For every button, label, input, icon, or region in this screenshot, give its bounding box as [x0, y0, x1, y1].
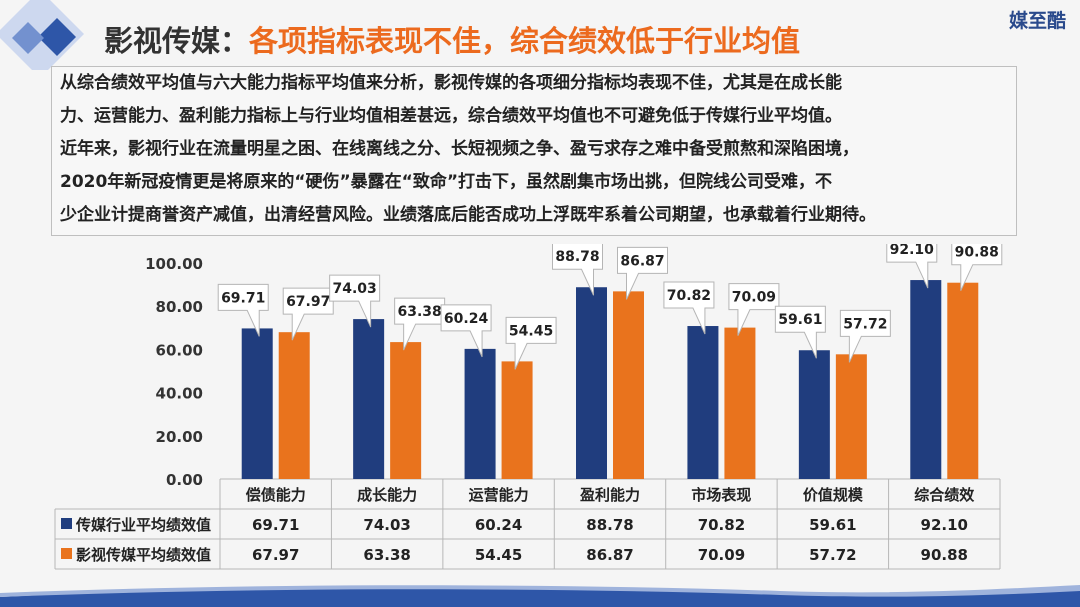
- title-highlight: 各项指标表现不佳，综合绩效低于行业均值: [249, 24, 801, 58]
- data-label: 86.87: [620, 253, 664, 269]
- data-label-callout: [728, 283, 780, 336]
- data-label: 88.78: [555, 249, 599, 265]
- legend-key: [61, 518, 72, 529]
- bar: [576, 287, 607, 479]
- bar: [241, 328, 273, 479]
- description-line: 2020年新冠疫情更是将原来的“硬伤”暴露在“致命”打击下，虽然剧集市场出挑，但…: [60, 172, 833, 192]
- legend-label: 传媒行业平均绩效值: [75, 516, 211, 534]
- data-label: 69.71: [221, 290, 265, 306]
- description-line: 从综合绩效平均值与六大能力指标平均值来分析，影视传媒的各项细分指标均表现不佳，尤…: [60, 73, 842, 93]
- bar: [910, 280, 942, 479]
- table-cell-value: 60.24: [475, 516, 522, 534]
- description-line: 力、运营能力、盈利能力指标上与行业均值相差甚远，综合绩效平均值也不可避免低于传媒…: [60, 106, 842, 126]
- y-tick-label: 100.00: [145, 255, 203, 273]
- description-box: 从综合绩效平均值与六大能力指标平均值来分析，影视传媒的各项细分指标均表现不佳，尤…: [51, 66, 1017, 236]
- data-label-callout: [951, 244, 1003, 291]
- data-label-callout: [329, 274, 381, 328]
- bar-chart: 0.00 20.00 40.00 60.00 80.00 100.00 传媒行业平均绩效值影…: [54, 244, 1003, 570]
- description-line: 少企业计提商誉资产减值，出清经营风险。业绩落底后能否成功上浮既牢系着公司期望，也…: [60, 205, 876, 225]
- data-label-callout: [774, 305, 826, 359]
- bar: [464, 348, 496, 479]
- table-cell-value: 70.09: [698, 546, 745, 564]
- data-label: 92.10: [890, 244, 935, 258]
- table-cell-value: 90.88: [921, 546, 968, 564]
- bar: [835, 354, 867, 479]
- table-cell-value: 59.61: [809, 516, 856, 534]
- table-cell-value: 69.71: [252, 516, 299, 534]
- data-label-callout: [505, 316, 557, 370]
- data-label: 74.03: [332, 281, 376, 297]
- page-title: 影视传媒：各项指标表现不佳，综合绩效低于行业均值: [104, 18, 800, 60]
- y-tick-label: 20.00: [156, 428, 203, 446]
- category-label: 市场表现: [691, 486, 751, 504]
- table-cell-value: 92.10: [921, 516, 968, 534]
- data-label: 57.72: [843, 316, 887, 332]
- data-label: 70.82: [667, 288, 711, 304]
- bottom-wave-decoration: [0, 585, 1080, 607]
- y-tick-label: 40.00: [156, 385, 203, 403]
- category-label: 盈利能力: [579, 486, 640, 504]
- table-cell-value: 74.03: [363, 516, 410, 534]
- table-cell-value: 54.45: [475, 546, 522, 564]
- table-cell-value: 86.87: [586, 546, 633, 564]
- category-label: 成长能力: [357, 486, 417, 504]
- data-label-callout: [886, 244, 938, 289]
- legend-label: 影视传媒平均绩效值: [76, 546, 211, 564]
- data-label: 60.24: [444, 311, 489, 327]
- y-tick-label: 0.00: [166, 471, 203, 489]
- brand-logo: 媒至酷: [1008, 10, 1066, 32]
- description-line: 近年来，影视行业在流量明星之困、在线离线之分、长短视频之争、盈亏求存之难中备受煎…: [60, 139, 859, 159]
- data-label: 70.09: [732, 290, 776, 306]
- data-label: 59.61: [778, 312, 822, 328]
- data-label: 90.88: [955, 245, 999, 261]
- data-label: 54.45: [509, 323, 553, 339]
- data-label-callout: [663, 281, 715, 335]
- bar: [724, 327, 756, 479]
- data-label-callout: [617, 246, 668, 300]
- data-label: 63.38: [397, 304, 441, 320]
- y-tick-label: 80.00: [156, 298, 203, 316]
- bar: [947, 282, 979, 479]
- table-cell-value: 70.82: [698, 516, 745, 534]
- data-label-callout: [217, 283, 269, 337]
- y-tick-label: 60.00: [156, 341, 203, 359]
- title-prefix: 影视传媒：: [104, 24, 250, 58]
- data-label-callout: [839, 309, 891, 363]
- data-label-callout: [394, 297, 446, 351]
- data-label-callout: [552, 244, 603, 296]
- category-label: 价值规模: [803, 486, 864, 504]
- legend-key: [61, 548, 72, 559]
- table-cell-value: 57.72: [809, 546, 856, 564]
- table-cell-value: 88.78: [586, 516, 633, 534]
- bar: [353, 319, 385, 479]
- data-label-callout: [440, 304, 492, 358]
- table-cell-value: 67.97: [252, 546, 299, 564]
- category-label: 偿债能力: [246, 486, 306, 504]
- bar: [390, 342, 422, 479]
- corner-diamond-decoration: [0, 0, 84, 70]
- bar: [278, 332, 310, 479]
- category-label: 运营能力: [469, 486, 529, 504]
- bar: [501, 361, 533, 479]
- bar: [687, 326, 719, 479]
- bar: [798, 350, 830, 479]
- bar: [613, 291, 644, 479]
- data-label: 67.97: [286, 294, 330, 310]
- table-cell-value: 63.38: [363, 546, 410, 564]
- category-label: 综合绩效: [914, 486, 975, 504]
